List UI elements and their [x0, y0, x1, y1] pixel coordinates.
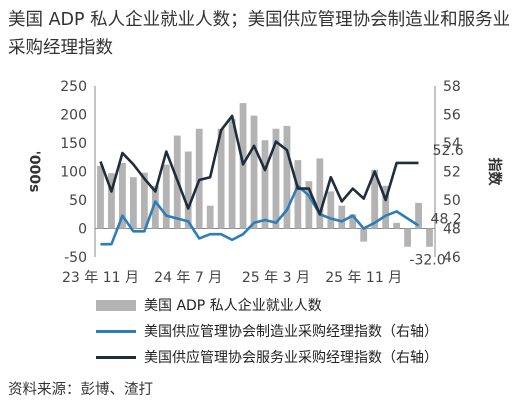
bar-adp [239, 103, 247, 229]
x-tick-label: 24 年 7 月 [154, 270, 222, 286]
bar-adp [129, 177, 137, 229]
bar-adp [250, 115, 258, 229]
left-axis-title: '000s [26, 151, 42, 193]
line-services-pmi [99, 114, 419, 216]
bar-adp [195, 128, 203, 229]
bar-adp [228, 119, 236, 229]
bar-adp [283, 125, 291, 229]
x-tick-label: 25 年 3 月 [242, 270, 310, 286]
bar-adp [371, 169, 379, 229]
bar-adp [206, 205, 214, 229]
right-tick-label: 58 [443, 79, 461, 95]
bar-adp [360, 228, 368, 242]
right-tick-label: 48 [443, 222, 461, 238]
bar-adp [415, 202, 422, 229]
chart: -50 0 50 100 150 200 250 46 48 50 52 54 56 58 '000s 指数 2… [26, 79, 503, 286]
line-manufacturing-pmi [100, 184, 420, 246]
bar-adp [404, 228, 411, 247]
legend-item-manufacturing-pmi: 美国供应管理协会制造业采购经理指数（右轴） [96, 318, 438, 344]
bar-adp [261, 140, 269, 229]
right-axis-title: 指数 [486, 158, 503, 187]
right-tick-label: 50 [443, 193, 461, 209]
legend-swatch-services-pmi [96, 355, 136, 359]
bar-adp [316, 158, 324, 229]
bar-adp [305, 181, 313, 229]
bar-adp [382, 185, 390, 229]
x-tick-label: 25 年 11 月 [325, 270, 402, 286]
bar-adp [140, 172, 148, 229]
left-tick-label: 200 [60, 108, 87, 124]
bar-adp [162, 164, 170, 229]
legend-item-adp: 美国 ADP 私人企业就业人数 [96, 292, 438, 318]
legend: 美国 ADP 私人企业就业人数 美国供应管理协会制造业采购经理指数（右轴） 美国… [96, 292, 438, 370]
left-tick-label: 0 [78, 222, 87, 238]
left-tick-label: 250 [60, 79, 87, 95]
source-note: 资料来源：彭博、渣打 [8, 382, 153, 398]
bar-adp [217, 128, 225, 229]
chart-title: 美国 ADP 私人企业就业人数；美国供应管理协会制造业和服务业采购经理指数 [8, 10, 511, 58]
legend-label-manufacturing-pmi: 美国供应管理协会制造业采购经理指数（右轴） [144, 324, 438, 340]
bar-adp [426, 228, 433, 247]
legend-item-services-pmi: 美国供应管理协会服务业采购经理指数（右轴） [96, 344, 438, 370]
bar-adp [97, 165, 104, 229]
bar-adp [338, 205, 346, 229]
bar-adp [184, 151, 192, 229]
legend-label-services-pmi: 美国供应管理协会服务业采购经理指数（右轴） [144, 350, 438, 366]
left-tick-label: 100 [60, 165, 87, 181]
legend-label-adp: 美国 ADP 私人企业就业人数 [144, 298, 322, 314]
left-tick-label: 150 [60, 136, 87, 152]
legend-swatch-manufacturing-pmi [96, 329, 136, 333]
left-tick-label: 50 [69, 193, 87, 209]
annotation-adp: -32.0 [409, 253, 445, 269]
bar-adp [393, 222, 401, 229]
annotation-manufacturing: 48.2 [431, 212, 462, 228]
bar-adp [327, 191, 335, 229]
right-tick-label: 54 [443, 136, 461, 152]
right-tick-label: 52 [443, 165, 461, 181]
bar-adp [294, 160, 302, 229]
bar-adp [119, 162, 126, 229]
legend-swatch-adp [96, 299, 136, 311]
bar-adp [272, 128, 280, 229]
left-tick-label: -50 [64, 250, 87, 266]
bar-adp [349, 214, 357, 229]
x-tick-label: 23 年 11 月 [62, 270, 139, 286]
bar-adp [151, 185, 159, 229]
right-tick-label: 46 [443, 250, 461, 266]
annotation-services: 52.6 [433, 143, 464, 159]
bar-adp [108, 173, 115, 229]
right-tick-label: 56 [443, 108, 461, 124]
